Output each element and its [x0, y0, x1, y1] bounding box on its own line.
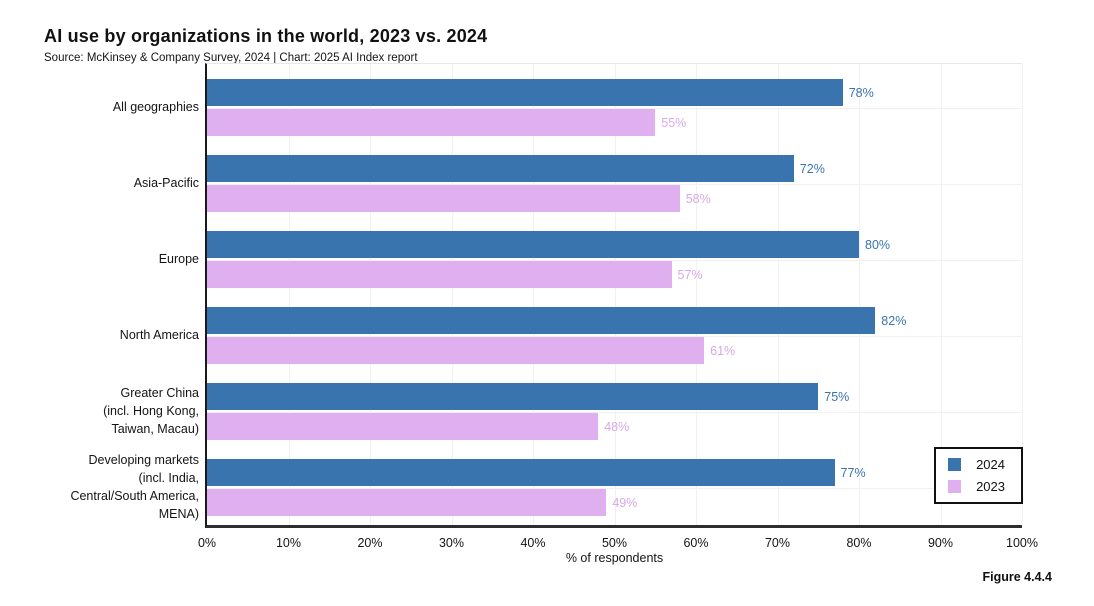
horizontal-gridline [207, 183, 1022, 185]
category-label-line: (incl. Hong Kong, [103, 403, 199, 418]
category-label-line: All geographies [112, 99, 199, 114]
category-label-line: Greater China [120, 385, 199, 400]
category-labels: All geographies Asia-Pacific Europe North A… [0, 63, 201, 528]
value-label: 61% [710, 343, 736, 358]
bar-2024: 82% [207, 307, 906, 334]
legend: 2024 2023 [934, 447, 1023, 504]
value-label: 72% [799, 161, 825, 176]
bar-pair-row: 77% 49% [207, 459, 1022, 516]
bar-2023: 48% [207, 413, 629, 440]
legend-swatch-2024 [948, 458, 962, 471]
bar-2023: 57% [207, 261, 703, 288]
horizontal-gridline [207, 487, 1022, 489]
vertical-gridline [859, 64, 860, 525]
x-tick-label: 0% [197, 536, 217, 550]
value-label: 55% [661, 115, 687, 130]
bar-2024: 80% [207, 231, 890, 258]
value-label: 57% [677, 267, 703, 282]
vertical-gridline [940, 64, 942, 525]
legend-swatch-2023 [948, 480, 962, 493]
plot-area: 78% 55% 72% 58% 80% 57% 82% 61% 75% 48% 77% 49% 202… [205, 63, 1023, 528]
horizontal-gridline [207, 411, 1022, 413]
horizontal-gridline [207, 259, 1022, 261]
x-axis-ticks: 0% 10% 20% 30% 40% 50% 60% 70% 80% 90% 100% [198, 536, 1038, 552]
bar-2024: 72% [207, 155, 825, 182]
value-label: 48% [604, 419, 630, 434]
x-tick-label: 20% [357, 536, 383, 550]
vertical-gridline [614, 64, 616, 525]
bar-pair-row: 75% 48% [207, 383, 1022, 440]
bar-pair-row: 72% 58% [207, 155, 1022, 212]
x-tick-label: 80% [846, 536, 872, 550]
category-label: Greater China (incl. Hong Kong, Taiwan, Ma… [0, 384, 199, 438]
vertical-gridline [533, 64, 534, 525]
x-tick-label: 40% [520, 536, 546, 550]
category-label: Developing markets (incl. India, Central/S… [0, 451, 199, 523]
category-label-line: Taiwan, Macau) [111, 421, 199, 436]
category-label-line: Developing markets [88, 452, 199, 467]
figure-number: Figure 4.4.4 [982, 570, 1052, 584]
x-axis-label: % of respondents [565, 551, 664, 565]
category-label: Europe [0, 250, 199, 268]
bar-2023: 49% [207, 489, 637, 516]
legend-label-2023: 2023 [976, 479, 1005, 494]
vertical-gridline [451, 64, 453, 525]
category-label-line: Asia-Pacific [133, 175, 199, 190]
horizontal-gridline [207, 107, 1022, 109]
x-tick-label: 30% [438, 536, 465, 550]
x-tick-label: 60% [683, 536, 709, 550]
category-label: Asia-Pacific [0, 174, 199, 192]
x-tick-label: 70% [764, 536, 791, 550]
legend-item-2023: 2023 [948, 479, 1005, 494]
category-label-line: Europe [158, 251, 199, 266]
bar-2024: 77% [207, 459, 866, 486]
chart-subtitle: Source: McKinsey & Company Survey, 2024 … [44, 52, 418, 64]
vertical-gridline [696, 64, 697, 525]
legend-item-2024: 2024 [948, 457, 1005, 472]
vertical-gridline [1022, 64, 1023, 525]
bar-2024: 75% [207, 383, 849, 410]
value-label: 58% [685, 191, 711, 206]
horizontal-gridline [207, 335, 1022, 337]
value-label: 49% [612, 495, 638, 510]
category-label: All geographies [0, 98, 199, 116]
legend-label-2024: 2024 [976, 457, 1005, 472]
value-label: 80% [865, 237, 891, 252]
vertical-gridline [288, 64, 290, 525]
category-label-line: North America [119, 327, 199, 342]
value-label: 75% [824, 389, 850, 404]
bar-2023: 58% [207, 185, 711, 212]
category-label-line: MENA) [158, 506, 199, 521]
value-label: 82% [881, 313, 907, 328]
bar-2023: 55% [207, 109, 686, 136]
bar-pair-row: 78% 55% [207, 79, 1022, 136]
x-tick-label: 100% [1006, 536, 1038, 550]
vertical-gridline [777, 64, 779, 525]
vertical-gridline [370, 64, 371, 525]
x-tick-label: 90% [927, 536, 954, 550]
category-label-line: Central/South America, [70, 488, 199, 503]
bar-2024: 78% [207, 79, 874, 106]
bar-pair-row: 80% 57% [207, 231, 1022, 288]
chart-title: AI use by organizations in the world, 20… [44, 26, 488, 46]
category-label-line: (incl. India, [138, 470, 199, 485]
category-label: North America [0, 326, 199, 344]
bar-2023: 61% [207, 337, 735, 364]
value-label: 77% [840, 465, 866, 480]
bar-pair-row: 82% 61% [207, 307, 1022, 364]
x-tick-label: 10% [275, 536, 302, 550]
x-tick-label: 50% [601, 536, 628, 550]
value-label: 78% [848, 85, 874, 100]
